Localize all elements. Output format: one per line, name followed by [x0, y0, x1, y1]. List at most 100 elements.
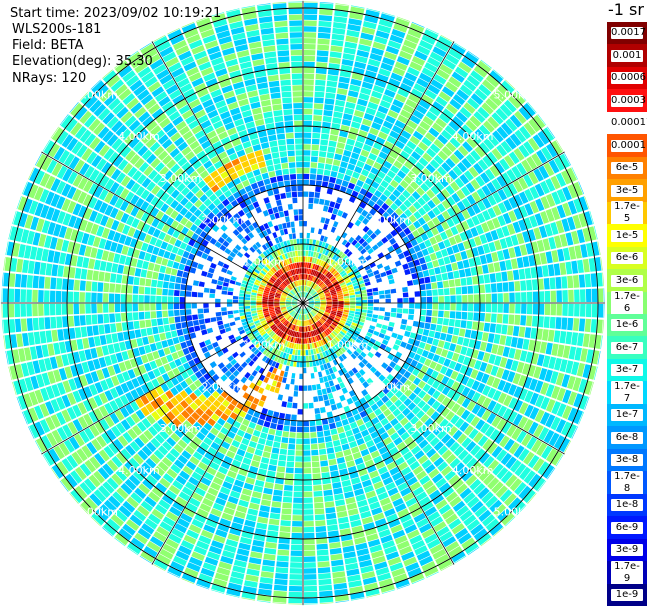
range-gate-cell [303, 497, 313, 503]
range-gate-cell [376, 323, 383, 329]
range-gate-cell [305, 292, 308, 298]
range-gate-cell [366, 593, 381, 598]
range-gate-cell [365, 177, 374, 186]
range-gate-cell [555, 139, 564, 152]
range-gate-cell [439, 265, 447, 274]
range-gate-cell [146, 215, 155, 225]
range-gate-cell [493, 334, 501, 344]
range-gate-cell [216, 316, 223, 321]
range-gate-cell [309, 257, 313, 263]
range-gate-cell [535, 394, 545, 408]
range-gate-cell [110, 425, 122, 438]
range-gate-cell [116, 142, 128, 154]
range-gate-cell [314, 322, 319, 328]
range-gate-cell [84, 427, 95, 441]
range-gate-cell [432, 259, 440, 268]
range-gate-cell [105, 262, 113, 272]
range-gate-cell [102, 130, 114, 143]
range-gate-cell [500, 140, 512, 154]
range-gate-cell [133, 320, 140, 330]
range-gate-cell [303, 332, 305, 338]
range-gate-cell [394, 339, 402, 346]
range-gate-cell [360, 87, 372, 96]
range-gate-cell [61, 409, 72, 423]
range-gate-cell [319, 326, 324, 333]
range-gate-cell [285, 328, 290, 334]
range-gate-cell [424, 132, 436, 143]
range-gate-cell [228, 374, 236, 382]
range-gate-cell [389, 130, 400, 140]
range-gate-cell [318, 20, 332, 28]
range-gate-cell [332, 262, 338, 268]
range-gate-cell [437, 241, 446, 250]
range-gate-cell [232, 299, 239, 303]
range-gate-cell [324, 291, 330, 295]
range-gate-cell [39, 331, 47, 344]
range-gate-cell [26, 289, 32, 303]
range-gate-cell [366, 332, 373, 338]
range-gate-cell [369, 208, 377, 216]
range-gate-cell [325, 507, 336, 514]
range-gate-cell [250, 403, 258, 411]
range-gate-cell [380, 328, 387, 335]
range-gate-cell [349, 273, 355, 279]
range-gate-cell [307, 306, 312, 311]
range-gate-cell [177, 439, 188, 449]
range-gate-cell [328, 285, 334, 290]
range-gate-cell [97, 282, 104, 292]
range-gate-cell [454, 417, 465, 429]
range-gate-cell [520, 315, 527, 326]
range-gate-cell [339, 319, 346, 325]
range-gate-cell [18, 244, 26, 258]
range-gate-cell [194, 466, 206, 476]
range-gate-cell [358, 368, 366, 376]
range-gate-cell [367, 538, 381, 548]
range-gate-cell [512, 269, 520, 281]
range-gate-cell [392, 344, 400, 351]
range-gate-cell [8, 304, 15, 318]
range-gate-cell [412, 396, 422, 405]
range-gate-cell [198, 394, 207, 403]
range-gate-cell [148, 513, 161, 525]
range-gate-cell [518, 191, 529, 204]
range-gate-cell [470, 444, 481, 456]
range-gate-cell [335, 147, 344, 155]
range-gate-cell [591, 304, 598, 318]
range-gate-cell [583, 211, 593, 226]
range-gate-cell [318, 156, 326, 164]
range-gate-cell [125, 392, 135, 403]
range-gate-cell [303, 356, 306, 362]
range-gate-cell [265, 317, 272, 322]
range-gate-cell [266, 530, 279, 538]
range-gate-cell [28, 407, 39, 422]
range-gate-cell [136, 173, 147, 185]
range-gate-cell [265, 383, 271, 391]
range-gate-cell [418, 157, 429, 167]
range-gate-cell [98, 485, 111, 498]
range-gate-cell [344, 41, 358, 49]
range-gate-cell [335, 249, 341, 256]
range-gate-cell [135, 240, 144, 250]
range-gate-cell [82, 399, 93, 412]
range-gate-cell [309, 174, 317, 180]
range-gate-cell [238, 296, 245, 300]
range-gate-cell [290, 311, 296, 316]
range-gate-cell [355, 327, 362, 332]
range-gate-cell [518, 106, 532, 121]
range-gate-cell [466, 137, 478, 149]
range-gate-cell [390, 288, 397, 294]
range-gate-cell [173, 443, 184, 454]
range-gate-cell [286, 304, 292, 307]
range-gate-cell [329, 287, 335, 291]
range-gate-cell [232, 247, 239, 255]
range-gate-cell [354, 61, 367, 70]
range-gate-cell [106, 477, 119, 490]
range-gate-cell [323, 270, 329, 276]
range-gate-cell [303, 491, 313, 498]
range-gate-cell [88, 118, 101, 132]
range-gate-cell [313, 296, 319, 299]
range-gate-cell [360, 149, 370, 158]
range-gate-cell [495, 108, 508, 121]
range-gate-cell [466, 320, 473, 330]
range-gate-cell [259, 413, 267, 421]
